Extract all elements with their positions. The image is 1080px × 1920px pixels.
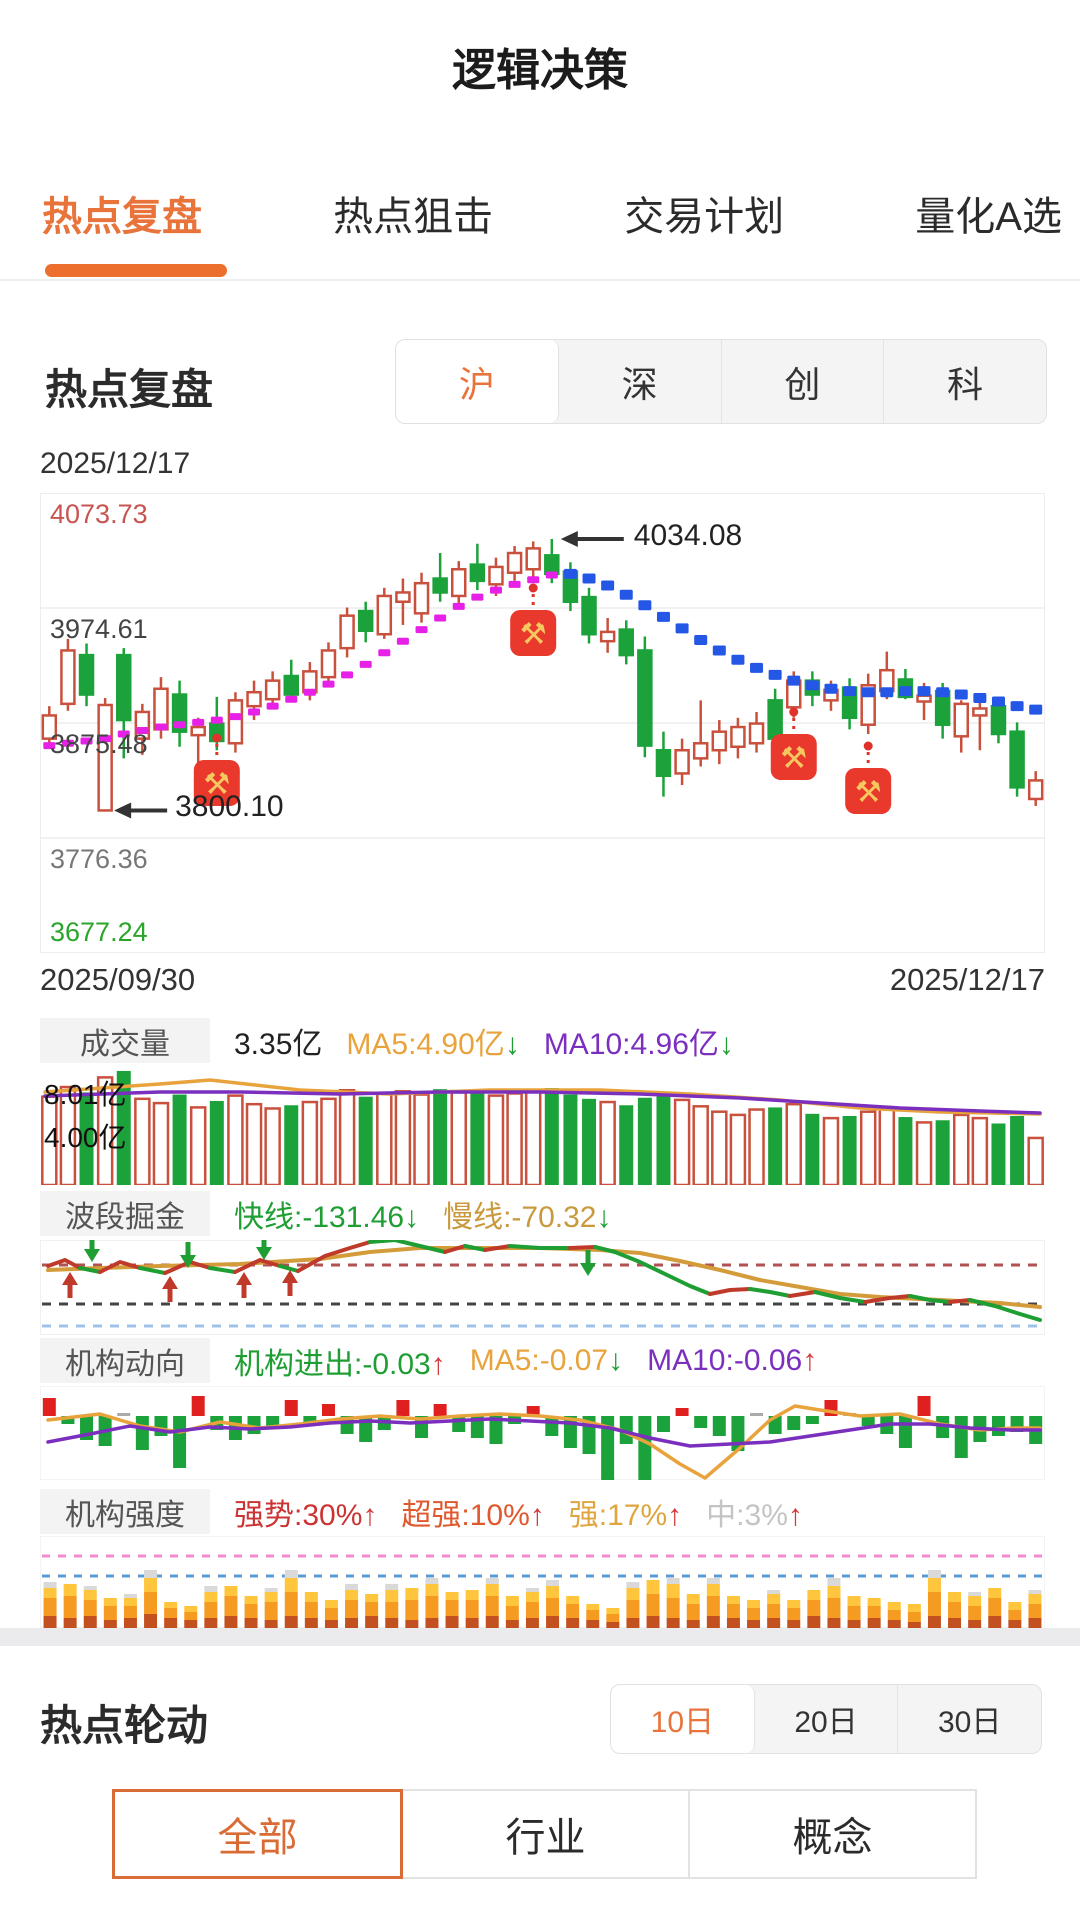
page-title: 逻辑决策 (452, 46, 628, 95)
strength-stacked-chart[interactable] (40, 1536, 1045, 1628)
institution-ma5-value: MA5:-0.07↓ (469, 1343, 624, 1377)
main-candlestick-chart[interactable]: ⚒ ⚒ ⚒ ⚒ 4073.73 3974.61 3875.48 3776.36 3677.24 (40, 493, 1045, 953)
annotation-high-value: 4034.08 (633, 519, 743, 552)
strength-item-1: 超强:10%↑ (401, 1498, 545, 1532)
band-slow-value: 慢线:-70.32↓ (443, 1200, 612, 1234)
golden-axes-badge-icon: ⚒ (193, 760, 240, 806)
market-tab-0[interactable]: 沪 (396, 340, 559, 423)
volume-ma5-value: MA5:4.90亿↓ (346, 1027, 520, 1061)
band-chart-canvas (40, 1240, 1045, 1335)
golden-axes-badge-icon: ⚒ (845, 768, 892, 814)
period-tab-1[interactable]: 20日 (755, 1685, 899, 1753)
up-arrow-icon: ↑ (802, 1343, 818, 1377)
tab-0[interactable]: 热点复盘 (42, 195, 202, 239)
current-date-label: 2025/12/17 (40, 447, 191, 480)
section-divider (0, 1628, 1080, 1646)
down-arrow-icon: ↓ (608, 1343, 624, 1377)
strength-chart-canvas (40, 1536, 1045, 1628)
category-tab-2[interactable]: 概念 (690, 1789, 977, 1879)
period-tab-0[interactable]: 10日 (611, 1685, 755, 1753)
svg-text:⚒: ⚒ (520, 618, 547, 651)
main-chart-canvas: ⚒ ⚒ ⚒ ⚒ (40, 493, 1045, 953)
up-arrow-icon: ↑ (667, 1498, 683, 1532)
svg-text:⚒: ⚒ (780, 742, 807, 775)
category-tab-1[interactable]: 行业 (403, 1789, 690, 1879)
active-tab-underline (45, 264, 227, 277)
price-axis-tick-3: 3776.36 (50, 844, 148, 874)
institution-label: 机构动向 (40, 1338, 210, 1383)
section-title-review: 热点复盘 (45, 366, 214, 413)
period-tab-2[interactable]: 30日 (937, 1706, 1002, 1739)
period-segmented-control: 10日 20日 30日 (610, 1684, 1042, 1754)
top-tabbar: 热点复盘 热点狙击 交易计划 量化A选 (42, 184, 1062, 242)
strength-header: 机构强度 强势:30%↑ 超强:10%↑ 强:17%↑ 中:3%↑ (40, 1489, 1045, 1534)
market-tab-1[interactable]: 深 (559, 340, 722, 423)
tab-2[interactable]: 交易计划 (624, 195, 785, 239)
market-segmented-control: 沪深创 科 (395, 339, 1047, 424)
up-arrow-icon: ↑ (430, 1347, 446, 1381)
strength-label: 机构强度 (40, 1489, 210, 1534)
down-arrow-icon: ↓ (596, 1200, 612, 1234)
band-fast-value: 快线:-131.46↓ (234, 1200, 420, 1234)
volume-chart-canvas (41, 1070, 1044, 1185)
institution-flow-chart[interactable] (40, 1386, 1045, 1480)
down-arrow-icon: ↓ (404, 1200, 420, 1234)
band-header: 波段掘金 快线:-131.46↓ 慢线:-70.32↓ (40, 1191, 1045, 1236)
price-axis-tick-2: 3875.48 (50, 729, 148, 759)
golden-axes-badge-icon: ⚒ (510, 610, 557, 656)
rotation-title: 热点轮动 (40, 1702, 209, 1749)
tab-1[interactable]: 热点狙击 (333, 195, 494, 239)
up-arrow-icon: ↑ (787, 1498, 803, 1532)
category-segmented-control: 全部 行业 概念 (112, 1789, 977, 1879)
strength-item-0: 强势:30%↑ (234, 1498, 378, 1532)
institution-header: 机构动向 机构进出:-0.03↑ MA5:-0.07↓ MA10:-0.06↑ (40, 1338, 1045, 1383)
market-tab-3[interactable]: 科 (947, 363, 984, 405)
tab-3[interactable]: 量化A选 (915, 195, 1062, 239)
institution-chart-canvas (40, 1386, 1045, 1480)
price-axis-tick-1: 3974.61 (50, 614, 148, 644)
volume-label: 成交量 (40, 1018, 210, 1063)
x-axis-start-date: 2025/09/30 (40, 962, 196, 997)
market-tab-2[interactable]: 创 (722, 340, 885, 423)
strength-item-2: 强:17%↑ (568, 1498, 683, 1532)
volume-axis-tick-4: 4.00亿 (44, 1122, 127, 1153)
volume-header: 成交量 3.35亿 MA5:4.90亿↓ MA10:4.96亿↓ (40, 1018, 1045, 1063)
band-signal-chart[interactable] (40, 1240, 1045, 1335)
down-arrow-icon: ↓ (718, 1027, 734, 1061)
volume-current-value: 3.35亿 (234, 1027, 323, 1061)
institution-flow-value: 机构进出:-0.03↑ (234, 1347, 446, 1381)
down-arrow-icon: ↓ (504, 1027, 520, 1061)
volume-ma10-value: MA10:4.96亿↓ (543, 1027, 734, 1061)
category-tab-0[interactable]: 全部 (112, 1789, 403, 1879)
svg-text:⚒: ⚒ (855, 776, 882, 809)
up-arrow-icon: ↑ (529, 1498, 545, 1532)
golden-axes-badge-icon: ⚒ (770, 734, 817, 780)
price-axis-tick-4: 3677.24 (50, 917, 148, 947)
tabbar-divider (0, 279, 1080, 281)
price-axis-tick-0: 4073.73 (50, 499, 148, 529)
volume-chart[interactable] (40, 1065, 1045, 1185)
x-axis-end-date: 2025/12/17 (889, 962, 1045, 997)
volume-axis-tick-8: 8.01亿 (44, 1079, 127, 1110)
band-label: 波段掘金 (40, 1191, 210, 1236)
annotation-low-value: 3800.10 (175, 790, 284, 824)
svg-text:⚒: ⚒ (203, 768, 230, 801)
institution-ma10-value: MA10:-0.06↑ (647, 1343, 818, 1377)
strength-item-3: 中:3%↑ (706, 1498, 803, 1532)
up-arrow-icon: ↑ (362, 1498, 378, 1532)
x-axis-date-range: 2025/09/30 2025/12/17 (40, 962, 1045, 998)
